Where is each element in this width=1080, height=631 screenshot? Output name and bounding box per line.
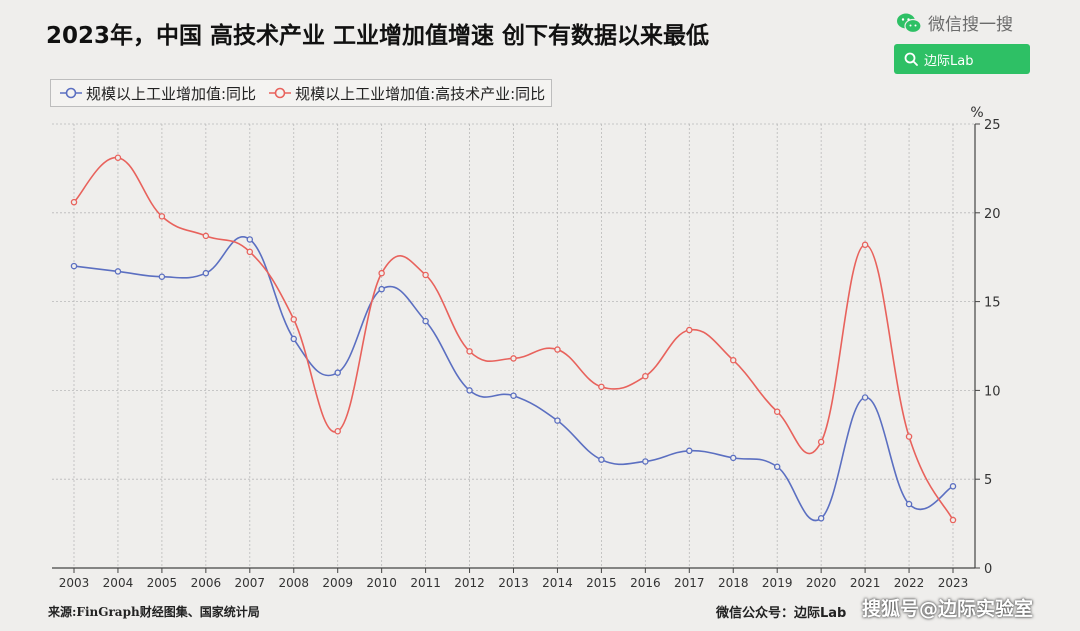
x-tick-label: 2011 bbox=[410, 576, 441, 590]
y-tick-label: 10 bbox=[984, 384, 1001, 399]
x-tick-label: 2015 bbox=[586, 576, 617, 590]
x-tick-label: 2003 bbox=[59, 576, 90, 590]
x-tick-label: 2012 bbox=[454, 576, 485, 590]
data-point-0-2015[interactable] bbox=[598, 456, 605, 463]
data-point-1-2021[interactable] bbox=[861, 241, 869, 249]
data-point-0-2009[interactable] bbox=[334, 369, 341, 376]
legend-label-hightech: 规模以上工业增加值:高技术产业:同比 bbox=[295, 84, 546, 103]
data-point-1-2010[interactable] bbox=[378, 269, 385, 277]
wechat-search-button[interactable]: 边际Lab bbox=[894, 44, 1030, 74]
data-point-1-2008[interactable] bbox=[290, 316, 297, 323]
x-tick-label: 2018 bbox=[718, 576, 749, 590]
data-point-1-2009[interactable] bbox=[334, 427, 341, 435]
data-point-1-2018[interactable] bbox=[730, 356, 737, 364]
data-point-0-2007[interactable] bbox=[246, 236, 254, 243]
data-point-1-2016[interactable] bbox=[642, 372, 649, 380]
data-point-0-2018[interactable] bbox=[730, 454, 737, 462]
data-point-0-2011[interactable] bbox=[422, 317, 429, 325]
data-point-1-2013[interactable] bbox=[510, 355, 517, 362]
y-tick-label: 20 bbox=[984, 207, 1001, 222]
x-tick-label: 2017 bbox=[674, 576, 705, 590]
legend-item-hightech[interactable]: 规模以上工业增加值:高技术产业:同比 bbox=[268, 83, 545, 104]
y-axis-unit-label: % bbox=[970, 105, 983, 121]
data-point-1-2014[interactable] bbox=[554, 346, 561, 353]
y-tick-label: 25 bbox=[984, 118, 1001, 133]
data-point-0-2003[interactable] bbox=[70, 262, 78, 270]
x-tick-label: 2009 bbox=[322, 576, 353, 590]
source-note: 来源:FinGraph财经图集、国家统计局 bbox=[48, 605, 260, 619]
data-point-0-2017[interactable] bbox=[686, 447, 693, 455]
data-point-1-2020[interactable] bbox=[817, 438, 825, 446]
data-point-0-2019[interactable] bbox=[773, 463, 781, 471]
data-point-1-2019[interactable] bbox=[773, 408, 781, 415]
wechat-search-label: 边际Lab bbox=[924, 53, 974, 69]
account-note: 微信公众号：边际Lab bbox=[716, 606, 847, 621]
data-points bbox=[70, 154, 957, 524]
x-tick-label: 2004 bbox=[103, 576, 134, 590]
x-tick-label: 2007 bbox=[235, 576, 266, 590]
search-icon bbox=[904, 52, 918, 66]
page-title: 2023年，中国 高技术产业 工业增加值增速 创下有数据以来最低 bbox=[46, 23, 710, 49]
watermark: 搜狐号@边际实验室 bbox=[862, 598, 1034, 620]
data-point-1-2012[interactable] bbox=[466, 348, 473, 355]
data-point-1-2005[interactable] bbox=[158, 213, 166, 220]
legend-swatch-industrial bbox=[60, 87, 82, 99]
data-point-0-2023[interactable] bbox=[949, 483, 957, 490]
wechat-brand-label: 微信搜一搜 bbox=[928, 15, 1013, 35]
x-tick-label: 2014 bbox=[542, 576, 573, 590]
data-point-1-2015[interactable] bbox=[598, 383, 605, 391]
y-tick-label: 15 bbox=[984, 296, 1001, 311]
legend-item-industrial[interactable]: 规模以上工业增加值:同比 bbox=[59, 83, 256, 104]
data-point-1-2003[interactable] bbox=[70, 198, 78, 206]
legend-swatch-hightech bbox=[269, 87, 292, 99]
data-point-0-2006[interactable] bbox=[202, 269, 210, 277]
grid-lines bbox=[52, 123, 975, 569]
data-point-0-2014[interactable] bbox=[554, 417, 561, 424]
wechat-brand: 微信搜一搜 bbox=[896, 10, 1013, 35]
x-tick-label: 2016 bbox=[630, 576, 661, 590]
x-tick-label: 2023 bbox=[938, 576, 969, 590]
x-tick-label: 2019 bbox=[762, 576, 793, 590]
x-tick-label: 2008 bbox=[278, 576, 309, 590]
axes: 0 5 10 15 20 25 2003 2004 2005 2006 2007 2008 2009 20… bbox=[52, 118, 1001, 590]
data-point-0-2012[interactable] bbox=[466, 387, 473, 394]
chart-legend: 规模以上工业增加值:同比 规模以上工业增加值:高技术产业:同比 bbox=[50, 79, 553, 107]
data-point-1-2004[interactable] bbox=[114, 154, 122, 161]
data-point-0-2004[interactable] bbox=[114, 268, 122, 275]
legend-label-industrial: 规模以上工业增加值:同比 bbox=[86, 84, 257, 103]
x-tick-label: 2010 bbox=[366, 576, 397, 590]
x-tick-label: 2013 bbox=[498, 576, 529, 590]
x-tick-label: 2006 bbox=[191, 576, 222, 590]
data-point-0-2021[interactable] bbox=[861, 394, 869, 401]
data-point-1-2023[interactable] bbox=[949, 516, 957, 524]
data-point-0-2022[interactable] bbox=[905, 500, 913, 508]
data-point-1-2007[interactable] bbox=[246, 248, 254, 256]
data-point-1-2022[interactable] bbox=[905, 433, 913, 440]
data-point-0-2010[interactable] bbox=[378, 285, 385, 293]
data-point-1-2011[interactable] bbox=[422, 271, 429, 279]
x-tick-label: 2021 bbox=[850, 576, 881, 590]
data-point-1-2006[interactable] bbox=[202, 232, 210, 240]
data-point-0-2008[interactable] bbox=[290, 335, 297, 343]
wechat-icon bbox=[897, 13, 922, 33]
data-point-1-2017[interactable] bbox=[686, 326, 693, 334]
data-point-0-2016[interactable] bbox=[642, 458, 649, 465]
x-tick-label: 2005 bbox=[147, 576, 178, 590]
x-tick-label: 2020 bbox=[806, 576, 837, 590]
y-tick-label: 0 bbox=[984, 562, 992, 577]
y-tick-label: 5 bbox=[984, 473, 992, 488]
data-point-0-2013[interactable] bbox=[510, 392, 517, 399]
data-point-0-2005[interactable] bbox=[158, 273, 166, 280]
data-point-0-2020[interactable] bbox=[817, 515, 825, 522]
x-tick-label: 2022 bbox=[894, 576, 925, 590]
